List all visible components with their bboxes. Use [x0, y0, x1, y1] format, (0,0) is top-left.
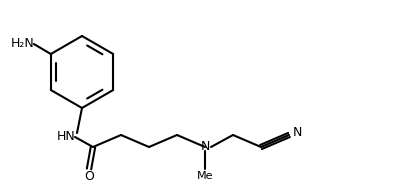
Text: HN: HN: [56, 131, 75, 143]
Text: Me: Me: [196, 171, 213, 181]
Text: O: O: [84, 171, 94, 183]
Text: H₂N: H₂N: [11, 36, 35, 50]
Text: N: N: [200, 141, 209, 153]
Text: N: N: [292, 126, 301, 140]
